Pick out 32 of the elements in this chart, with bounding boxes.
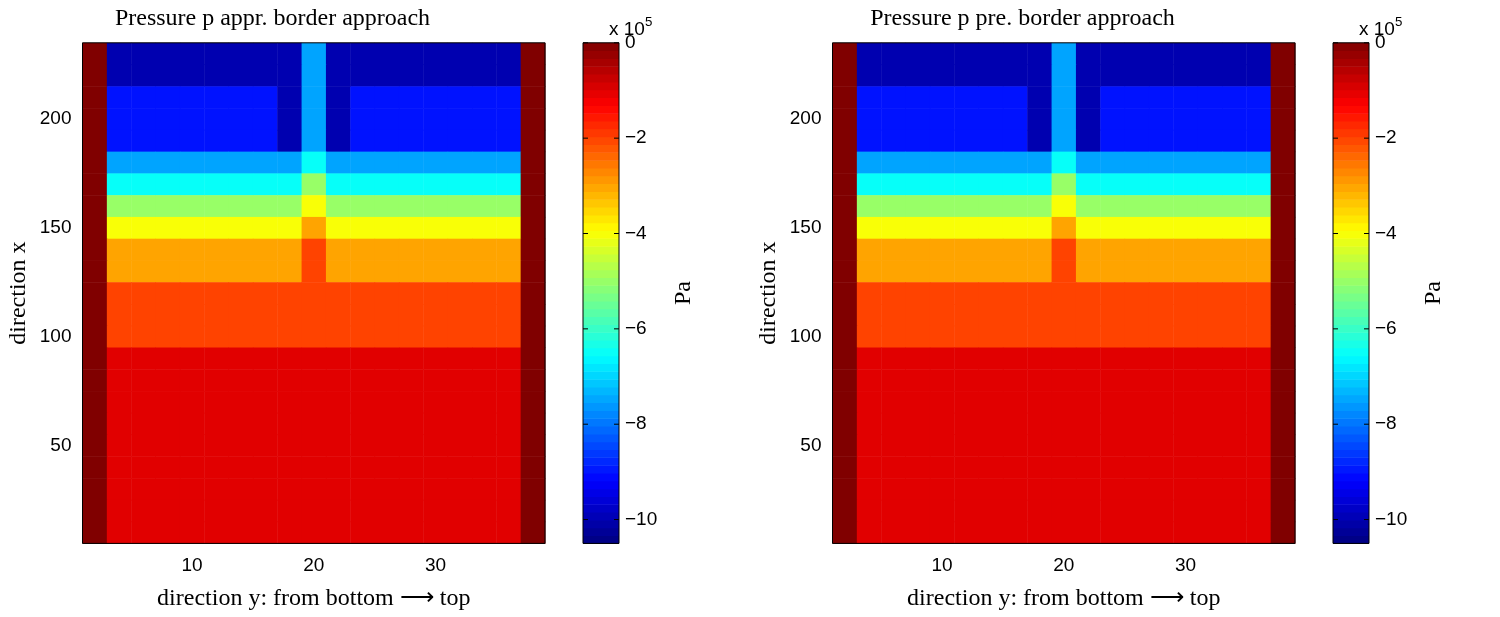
y-axis-title: direction x bbox=[3, 241, 30, 345]
x-axis-title: direction y: from bottom ⟶ top bbox=[157, 583, 471, 610]
color-bar-label: −10 bbox=[1375, 507, 1408, 529]
y-tick-label: 200 bbox=[39, 107, 72, 129]
x-tick-label: 30 bbox=[424, 554, 447, 576]
color-bar-label: −6 bbox=[625, 317, 647, 339]
y-tick-label: 50 bbox=[50, 433, 72, 455]
y-axis-title: direction x bbox=[753, 241, 780, 345]
y-tick-label: 100 bbox=[39, 324, 72, 346]
color-bar-label: −8 bbox=[625, 412, 647, 434]
color-bar-label: −4 bbox=[1375, 221, 1398, 243]
chart-title: Pressure p appr. border approach bbox=[114, 3, 431, 30]
x-tick-label: 10 bbox=[931, 554, 953, 576]
color-bar-label: −2 bbox=[1375, 126, 1397, 148]
color-bar-label: −8 bbox=[1375, 412, 1397, 434]
y-tick-label: 150 bbox=[39, 216, 72, 238]
x-tick-label: 20 bbox=[1053, 554, 1075, 576]
color-bar-title: Pa bbox=[669, 280, 696, 306]
chart-title: Pressure p pre. border approach bbox=[870, 3, 1175, 30]
color-bar-label: −10 bbox=[625, 507, 658, 529]
x-tick-label: 20 bbox=[303, 554, 325, 576]
x-tick-label: 30 bbox=[1174, 554, 1197, 576]
y-tick-label: 50 bbox=[800, 433, 822, 455]
color-bar-title: Pa bbox=[1419, 280, 1446, 306]
y-tick-label: 200 bbox=[789, 107, 822, 129]
y-tick-label: 150 bbox=[789, 216, 822, 238]
color-bar-label: −6 bbox=[1375, 317, 1397, 339]
y-tick-label: 100 bbox=[789, 324, 822, 346]
x-axis-title: direction y: from bottom ⟶ top bbox=[907, 583, 1221, 610]
color-bar-label: −4 bbox=[625, 221, 648, 243]
color-bar-label: −2 bbox=[625, 126, 647, 148]
x-tick-label: 10 bbox=[181, 554, 203, 576]
